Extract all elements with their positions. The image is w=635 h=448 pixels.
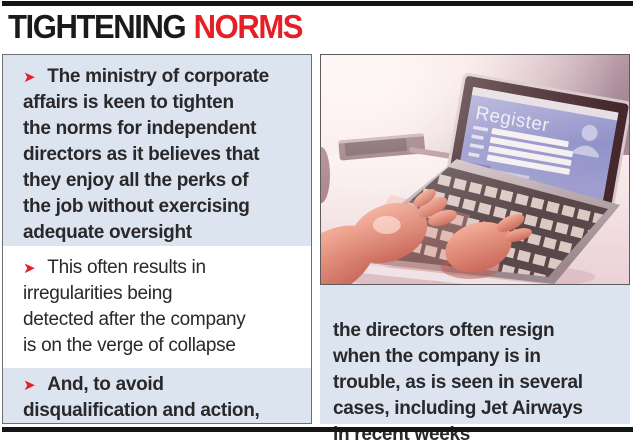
bullet-text-1: The ministry of corporate affairs is kee… xyxy=(23,66,269,243)
bullet-arrow-icon: ➤ xyxy=(23,259,36,277)
page-title: TIGHTENING NORMS xyxy=(8,8,304,46)
laptop-photo: Register xyxy=(320,54,630,285)
bullet-section-2: ➤ This often results in irregularities be… xyxy=(3,246,311,368)
pink-tint xyxy=(321,55,629,284)
title-black-part: TIGHTENING xyxy=(8,8,187,45)
title-red-part: NORMS xyxy=(193,8,304,45)
bullet-text-3: And, to avoid disqualification and actio… xyxy=(23,374,260,421)
laptop-photo-illustration: Register xyxy=(321,55,629,284)
right-column: Register xyxy=(320,54,630,445)
left-panel: ➤ The ministry of corporate affairs is ke… xyxy=(2,54,312,424)
caption-panel: the directors often resign when the comp… xyxy=(320,285,630,445)
bullet-arrow-icon: ➤ xyxy=(23,68,36,86)
light-haze xyxy=(321,55,629,284)
bottom-rule xyxy=(2,427,633,432)
bullet-section-1: ➤ The ministry of corporate affairs is ke… xyxy=(3,55,311,246)
top-rule xyxy=(2,1,633,6)
bullet-arrow-icon: ➤ xyxy=(23,376,36,394)
bullet-section-3: ➤ And, to avoid disqualification and acti… xyxy=(3,368,311,423)
bullet-text-2: This often results in irregularities bei… xyxy=(23,257,246,356)
